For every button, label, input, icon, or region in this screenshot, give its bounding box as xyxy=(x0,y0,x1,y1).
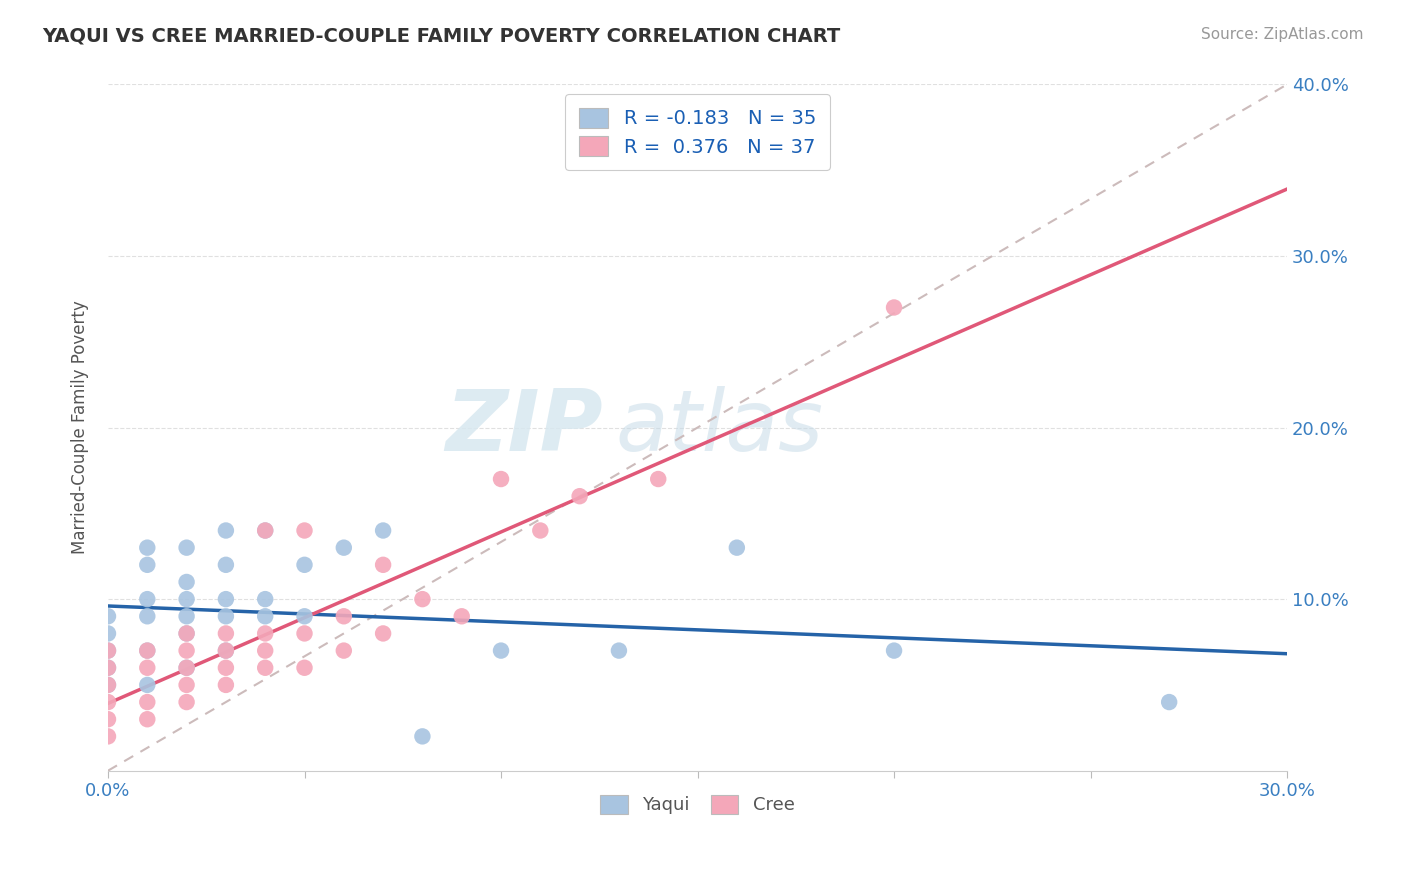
Text: YAQUI VS CREE MARRIED-COUPLE FAMILY POVERTY CORRELATION CHART: YAQUI VS CREE MARRIED-COUPLE FAMILY POVE… xyxy=(42,27,841,45)
Point xyxy=(215,524,238,538)
Point xyxy=(136,678,159,692)
Point xyxy=(97,730,120,744)
Point xyxy=(97,609,120,624)
Point xyxy=(215,626,238,640)
Point xyxy=(176,643,198,657)
Point xyxy=(529,524,551,538)
Point xyxy=(215,643,238,657)
Point xyxy=(647,472,669,486)
Point xyxy=(176,626,198,640)
Point xyxy=(136,712,159,726)
Point xyxy=(254,592,277,607)
Point xyxy=(97,678,120,692)
Point xyxy=(97,661,120,675)
Point xyxy=(176,661,198,675)
Point xyxy=(136,541,159,555)
Point xyxy=(97,678,120,692)
Point xyxy=(215,609,238,624)
Point xyxy=(97,712,120,726)
Point xyxy=(411,592,433,607)
Point xyxy=(254,609,277,624)
Point xyxy=(136,643,159,657)
Point xyxy=(176,609,198,624)
Point xyxy=(176,695,198,709)
Point xyxy=(97,661,120,675)
Point xyxy=(254,524,277,538)
Point xyxy=(97,643,120,657)
Point xyxy=(254,643,277,657)
Legend: Yaqui, Cree: Yaqui, Cree xyxy=(592,786,804,823)
Point xyxy=(97,643,120,657)
Point xyxy=(136,695,159,709)
Point xyxy=(371,524,394,538)
Point xyxy=(883,301,905,315)
Point xyxy=(883,643,905,657)
Point xyxy=(489,643,512,657)
Point xyxy=(254,524,277,538)
Point xyxy=(294,661,316,675)
Point xyxy=(215,661,238,675)
Point xyxy=(136,592,159,607)
Point xyxy=(254,661,277,675)
Point xyxy=(333,643,356,657)
Point xyxy=(333,609,356,624)
Point xyxy=(371,626,394,640)
Point xyxy=(176,541,198,555)
Point xyxy=(333,541,356,555)
Point xyxy=(294,609,316,624)
Point xyxy=(294,558,316,572)
Point xyxy=(568,489,591,503)
Point xyxy=(136,558,159,572)
Point xyxy=(215,643,238,657)
Point xyxy=(97,626,120,640)
Point xyxy=(450,609,472,624)
Point xyxy=(294,524,316,538)
Point xyxy=(294,626,316,640)
Point xyxy=(607,643,630,657)
Point xyxy=(725,541,748,555)
Text: atlas: atlas xyxy=(614,386,823,469)
Text: ZIP: ZIP xyxy=(446,386,603,469)
Point xyxy=(97,695,120,709)
Point xyxy=(1159,695,1181,709)
Point xyxy=(371,558,394,572)
Point xyxy=(136,661,159,675)
Text: Source: ZipAtlas.com: Source: ZipAtlas.com xyxy=(1201,27,1364,42)
Point xyxy=(176,592,198,607)
Y-axis label: Married-Couple Family Poverty: Married-Couple Family Poverty xyxy=(72,301,89,555)
Point xyxy=(215,558,238,572)
Point xyxy=(411,730,433,744)
Point xyxy=(176,626,198,640)
Point xyxy=(215,678,238,692)
Point xyxy=(254,626,277,640)
Point xyxy=(176,678,198,692)
Point xyxy=(176,661,198,675)
Point xyxy=(215,592,238,607)
Point xyxy=(136,643,159,657)
Point xyxy=(176,574,198,589)
Point xyxy=(136,609,159,624)
Point xyxy=(489,472,512,486)
